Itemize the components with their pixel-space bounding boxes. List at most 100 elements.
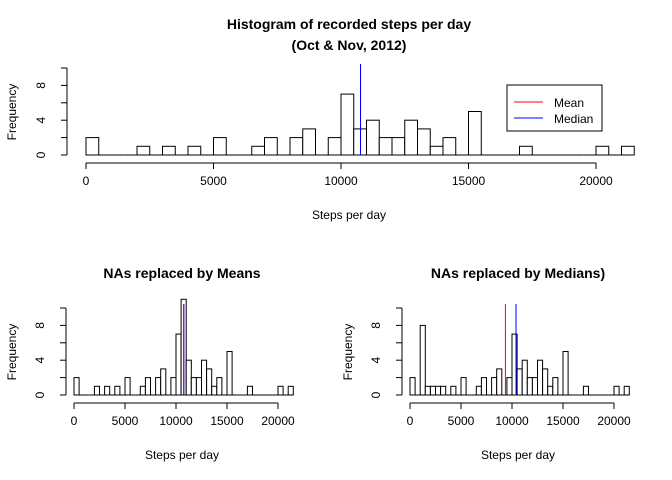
histogram-bar: [185, 359, 192, 396]
histogram-bar: [526, 377, 533, 396]
x-tick-label: 5000: [448, 414, 475, 428]
legend-mean-label: Mean: [554, 96, 584, 110]
histogram-bar: [391, 137, 406, 156]
x-tick-label: 20000: [579, 174, 613, 188]
axes: 0 5000 10000 15000 20000 0 4 8: [34, 67, 613, 188]
histogram-bar: [144, 377, 151, 396]
panel-nas-replaced-means: NAs replaced by Means Steps per day Freq…: [5, 265, 295, 462]
x-tick-label: 15000: [546, 414, 580, 428]
x-tick-label: 0: [407, 414, 414, 428]
bars: [73, 298, 294, 396]
histogram-bar: [160, 368, 167, 396]
histogram-bar: [190, 377, 197, 396]
y-axis-label: Frequency: [5, 84, 19, 141]
histogram-bar: [506, 377, 513, 396]
y-tick-label: 8: [369, 322, 383, 329]
histogram-bar: [404, 119, 418, 156]
histogram-bar: [277, 385, 284, 396]
histogram-bar: [409, 377, 416, 396]
histogram-bar: [480, 377, 487, 396]
histogram-bar: [552, 377, 559, 396]
histogram-bar: [496, 368, 503, 396]
histogram-bar: [327, 137, 342, 156]
y-tick-label: 0: [34, 151, 48, 158]
stat-lines: [504, 304, 517, 395]
x-tick-label: 5000: [112, 414, 139, 428]
y-tick-label: 4: [34, 117, 48, 124]
histogram-bar: [547, 385, 554, 396]
bars: [409, 324, 630, 396]
histogram-bar: [521, 359, 528, 396]
histogram-bar: [114, 385, 121, 396]
chart-title: NAs replaced by Means: [103, 265, 260, 281]
histogram-bar: [531, 377, 539, 396]
histogram-bar: [211, 385, 218, 396]
histogram-bar: [366, 119, 380, 156]
histogram-bar: [289, 137, 304, 156]
histogram-bar: [424, 385, 431, 396]
x-tick-label: 0: [71, 414, 78, 428]
x-axis-label: Steps per day: [145, 448, 219, 462]
histogram-bar: [475, 385, 482, 396]
x-axis-label: Steps per day: [481, 448, 555, 462]
x-tick-label: 10000: [159, 414, 193, 428]
x-tick-label: 20000: [261, 414, 295, 428]
histogram-bar: [468, 111, 482, 156]
chart-subtitle: (Oct & Nov, 2012): [292, 37, 407, 53]
histogram-bar: [206, 368, 213, 396]
x-tick-label: 5000: [200, 174, 227, 188]
x-tick-label: 10000: [495, 414, 529, 428]
histogram-bar: [195, 377, 202, 396]
histogram-bar: [73, 377, 80, 396]
axes: 0 5000 10000 15000 20000 0 4 8: [33, 307, 295, 428]
histogram-bar: [136, 145, 151, 156]
histogram-bar: [429, 385, 436, 396]
x-tick-label: 15000: [210, 414, 244, 428]
histogram-bar: [251, 145, 265, 156]
y-tick-label: 0: [369, 391, 383, 398]
histogram-bar: [155, 377, 162, 396]
y-tick-label: 4: [369, 357, 383, 364]
histogram-bar: [419, 324, 426, 396]
chart-title: NAs replaced by Medians): [431, 265, 605, 281]
chart-title: Histogram of recorded steps per day: [227, 16, 472, 32]
histogram-bar: [623, 385, 630, 396]
histogram-bar: [440, 385, 447, 396]
histogram-bar: [264, 137, 278, 156]
histogram-bar: [582, 385, 590, 396]
y-axis-label: Frequency: [341, 324, 355, 381]
histogram-bar: [429, 145, 444, 156]
legend: Mean Median: [506, 84, 603, 132]
x-tick-label: 15000: [452, 174, 486, 188]
legend-box: [506, 84, 603, 132]
histogram-bar: [226, 351, 233, 396]
histogram-bar: [187, 145, 202, 156]
histogram-bar: [460, 377, 467, 396]
histogram-bar: [170, 377, 177, 396]
histogram-bar: [124, 377, 131, 396]
panel-nas-replaced-medians: NAs replaced by Medians) Steps per day F…: [341, 265, 631, 462]
histogram-bar: [378, 137, 393, 156]
x-tick-label: 10000: [324, 174, 358, 188]
histogram-bar: [287, 385, 294, 396]
histogram-bar: [93, 385, 101, 396]
histogram-bar: [216, 377, 223, 396]
legend-median-label: Median: [554, 112, 593, 126]
histogram-bar: [302, 128, 316, 156]
histogram-bar: [621, 145, 635, 156]
axes: 0 5000 10000 15000 20000 0 4 8: [369, 307, 631, 428]
histogram-bar: [511, 333, 518, 396]
panel-recorded-steps: Histogram of recorded steps per day (Oct…: [5, 16, 635, 222]
histogram-bar: [613, 385, 620, 396]
histogram-bar: [213, 137, 227, 156]
y-tick-label: 0: [33, 391, 47, 398]
histogram-bar: [104, 385, 111, 396]
histogram-bar: [139, 385, 146, 396]
histogram-bar: [519, 145, 533, 156]
y-tick-label: 8: [34, 82, 48, 89]
histogram-bar: [85, 137, 100, 156]
histogram-bar: [516, 368, 523, 396]
histogram-bar: [595, 145, 610, 156]
y-axis-label: Frequency: [5, 324, 19, 381]
